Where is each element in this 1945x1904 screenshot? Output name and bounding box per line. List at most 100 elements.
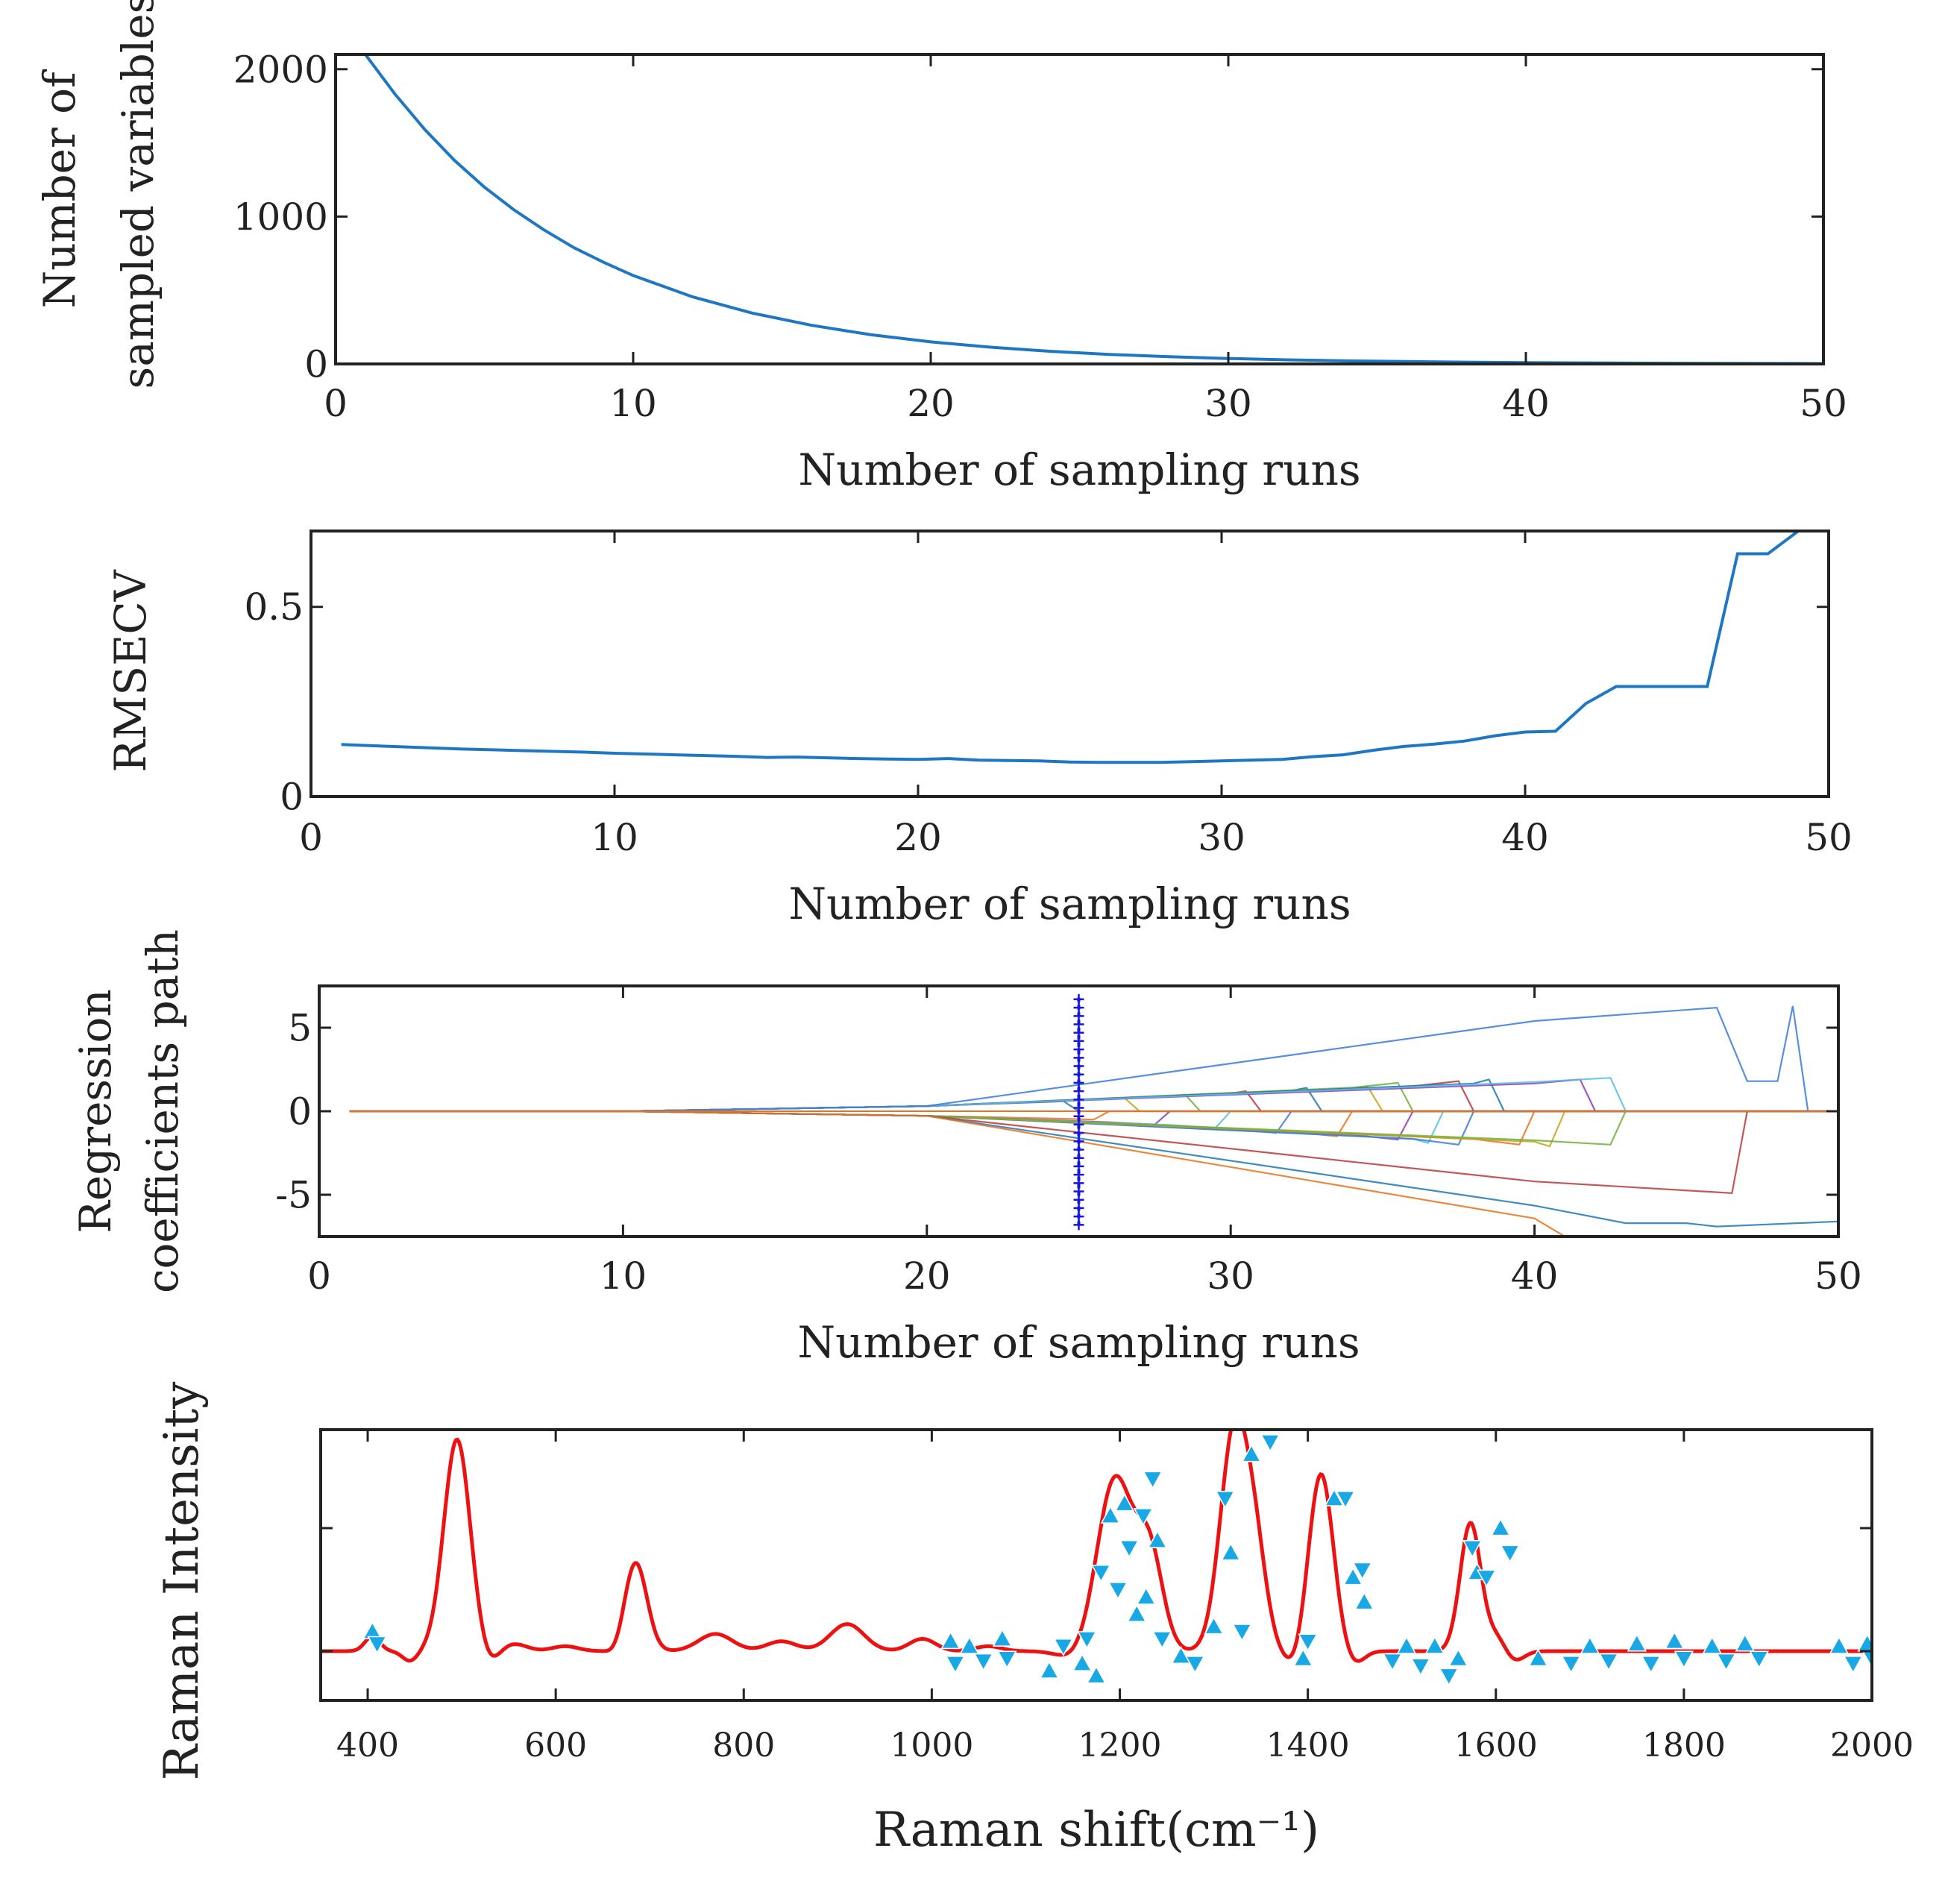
selected-variable-marker	[1100, 1505, 1121, 1524]
series-line	[364, 53, 1823, 365]
selected-variable-marker	[959, 1636, 980, 1654]
selected-variable-marker	[1293, 1648, 1313, 1667]
selected-variable-marker	[1396, 1636, 1417, 1654]
x-axis-label: Number of sampling runs	[797, 1317, 1360, 1368]
selected-variable-marker	[1107, 1582, 1128, 1600]
x-tick-label: 30	[1204, 382, 1252, 425]
selected-variable-marker	[1641, 1656, 1662, 1674]
x-axis-label: Number of sampling runs	[798, 444, 1360, 495]
selected-variable-marker	[1143, 1471, 1163, 1489]
x-tick-label: 10	[591, 816, 638, 859]
selected-variable-marker	[1151, 1631, 1172, 1650]
selected-variable-marker	[1119, 1540, 1140, 1558]
coefficient-path	[349, 1110, 1838, 1228]
y-axis-label: Number of	[34, 69, 85, 309]
selected-variable-marker	[945, 1656, 966, 1674]
selected-variable-marker	[1476, 1569, 1497, 1588]
x-tick-label: 20	[903, 1254, 951, 1298]
plot-area	[341, 530, 1829, 764]
selected-variable-marker	[1324, 1488, 1345, 1506]
selected-variable-marker	[1735, 1633, 1756, 1652]
selected-variable-marker	[1147, 1530, 1168, 1548]
selected-variable-marker	[1171, 1646, 1191, 1664]
selected-variable-marker	[1674, 1650, 1694, 1669]
selected-variable-marker	[973, 1653, 994, 1671]
x-tick-label: 50	[1814, 1254, 1862, 1298]
coefficient-path	[349, 1080, 1838, 1113]
coefficient-path	[349, 1100, 1838, 1113]
coefficient-path	[349, 1005, 1838, 1113]
selected-variable-marker	[1204, 1616, 1224, 1635]
selected-variable-marker	[1627, 1633, 1647, 1652]
plot-area	[364, 53, 1823, 365]
selected-variable-marker	[1843, 1656, 1864, 1674]
y-axis-label: sampled variables	[113, 0, 163, 389]
selected-variable-marker	[1500, 1545, 1520, 1563]
selected-variable-marker	[1664, 1631, 1685, 1650]
x-tick-label: 40	[1511, 1254, 1559, 1298]
x-tick-label: 600	[524, 1727, 587, 1765]
x-tick-label: 1000	[890, 1727, 973, 1765]
x-tick-label: 0	[307, 1254, 331, 1298]
selected-variable-marker	[940, 1631, 961, 1650]
y-tick-label: 0	[288, 1090, 312, 1134]
x-tick-label: 0	[299, 816, 323, 859]
x-tick-label: 20	[907, 382, 955, 425]
coefficient-path	[349, 1110, 1838, 1146]
selected-variable-marker	[1185, 1656, 1205, 1674]
x-tick-label: 1400	[1266, 1727, 1350, 1765]
y-axis-label: RMSECV	[105, 569, 156, 773]
selected-variable-marker	[1439, 1668, 1459, 1686]
coefficient-path	[349, 1093, 1838, 1113]
selected-variable-marker	[1091, 1565, 1111, 1583]
y-tick-label: 2000	[233, 48, 328, 91]
selected-variable-marker	[1133, 1508, 1154, 1527]
x-tick-label: 1800	[1642, 1727, 1726, 1765]
selected-variable-marker	[1749, 1650, 1770, 1669]
plot-frame	[319, 1428, 1873, 1702]
coefficient-path	[349, 1110, 1838, 1121]
selected-variable-marker	[367, 1636, 387, 1654]
coefficient-path	[349, 1110, 1838, 1146]
coefficient-path	[349, 1110, 1838, 1194]
chart-panel4: 400 600 800 1000 1200 1400 1600 1800 2000 Raman s…	[154, 1382, 1914, 1858]
selected-variable-marker	[1077, 1631, 1097, 1650]
selected-variable-marker	[992, 1628, 1013, 1647]
selected-variable-marker	[1220, 1542, 1241, 1561]
x-tick-label: 1600	[1454, 1727, 1538, 1765]
y-tick-label: -5	[275, 1174, 312, 1217]
y-tick-label: 0	[280, 776, 304, 819]
selected-variable-marker	[1114, 1493, 1135, 1512]
coefficient-path	[349, 1077, 1838, 1113]
plot-area	[321, 1428, 1872, 1686]
selected-variable-marker	[1490, 1518, 1511, 1536]
chart-panel2: 0 10 20 30 40 50 0 0.5 Number of sampling runs RM…	[105, 530, 1853, 929]
coefficient-path	[349, 1078, 1838, 1113]
selected-variable-marker	[1861, 1650, 1872, 1669]
x-tick-label: 800	[712, 1727, 775, 1765]
selected-variable-marker	[1580, 1636, 1600, 1654]
chart-panel3: 0 10 20 30 40 50 -5 0 5 Number of sampling runs Re…	[70, 929, 1862, 1368]
selected-variable-marker	[1598, 1653, 1619, 1671]
chart-panel1: 0 10 20 30 40 50 0 1000 2000 Number of sampling r…	[34, 0, 1847, 495]
x-tick-label: 20	[894, 816, 942, 859]
selected-variable-marker	[1354, 1592, 1374, 1610]
selected-run-marker	[1073, 993, 1084, 1005]
y-axis-label: coefficients path	[137, 929, 188, 1293]
selected-variable-marker	[1053, 1638, 1074, 1656]
selected-variable-marker	[1232, 1624, 1252, 1642]
selected-variable-marker	[1561, 1656, 1581, 1674]
selected-variable-marker	[1072, 1653, 1093, 1671]
x-tick-label: 30	[1198, 816, 1245, 859]
plot-area	[349, 993, 1838, 1238]
selected-variable-marker	[1702, 1636, 1722, 1654]
y-tick-label: 5	[288, 1007, 312, 1050]
x-tick-label: 50	[1800, 382, 1847, 425]
selected-variable-marker	[1086, 1665, 1107, 1684]
selected-variable-marker	[1424, 1636, 1445, 1654]
x-tick-label: 0	[324, 382, 348, 425]
selected-variable-marker	[1462, 1540, 1483, 1558]
selected-variable-marker	[1716, 1653, 1736, 1671]
coefficient-path	[349, 1090, 1838, 1113]
